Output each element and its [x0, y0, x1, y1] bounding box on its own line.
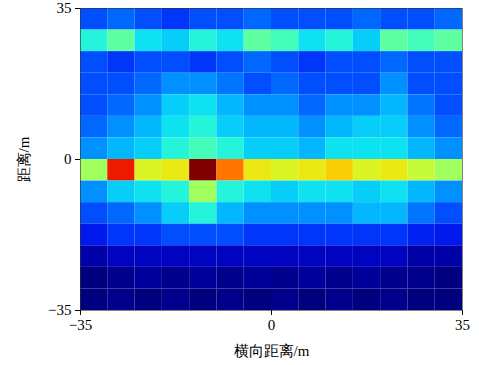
- svg-text:35: 35: [455, 317, 470, 333]
- svg-text:横向距离/m: 横向距离/m: [234, 343, 310, 359]
- svg-text:0: 0: [64, 151, 72, 167]
- svg-text:−35: −35: [48, 302, 71, 318]
- svg-text:距离/m: 距离/m: [16, 136, 32, 182]
- svg-text:−35: −35: [69, 317, 92, 333]
- svg-text:35: 35: [57, 0, 72, 16]
- svg-text:0: 0: [268, 317, 276, 333]
